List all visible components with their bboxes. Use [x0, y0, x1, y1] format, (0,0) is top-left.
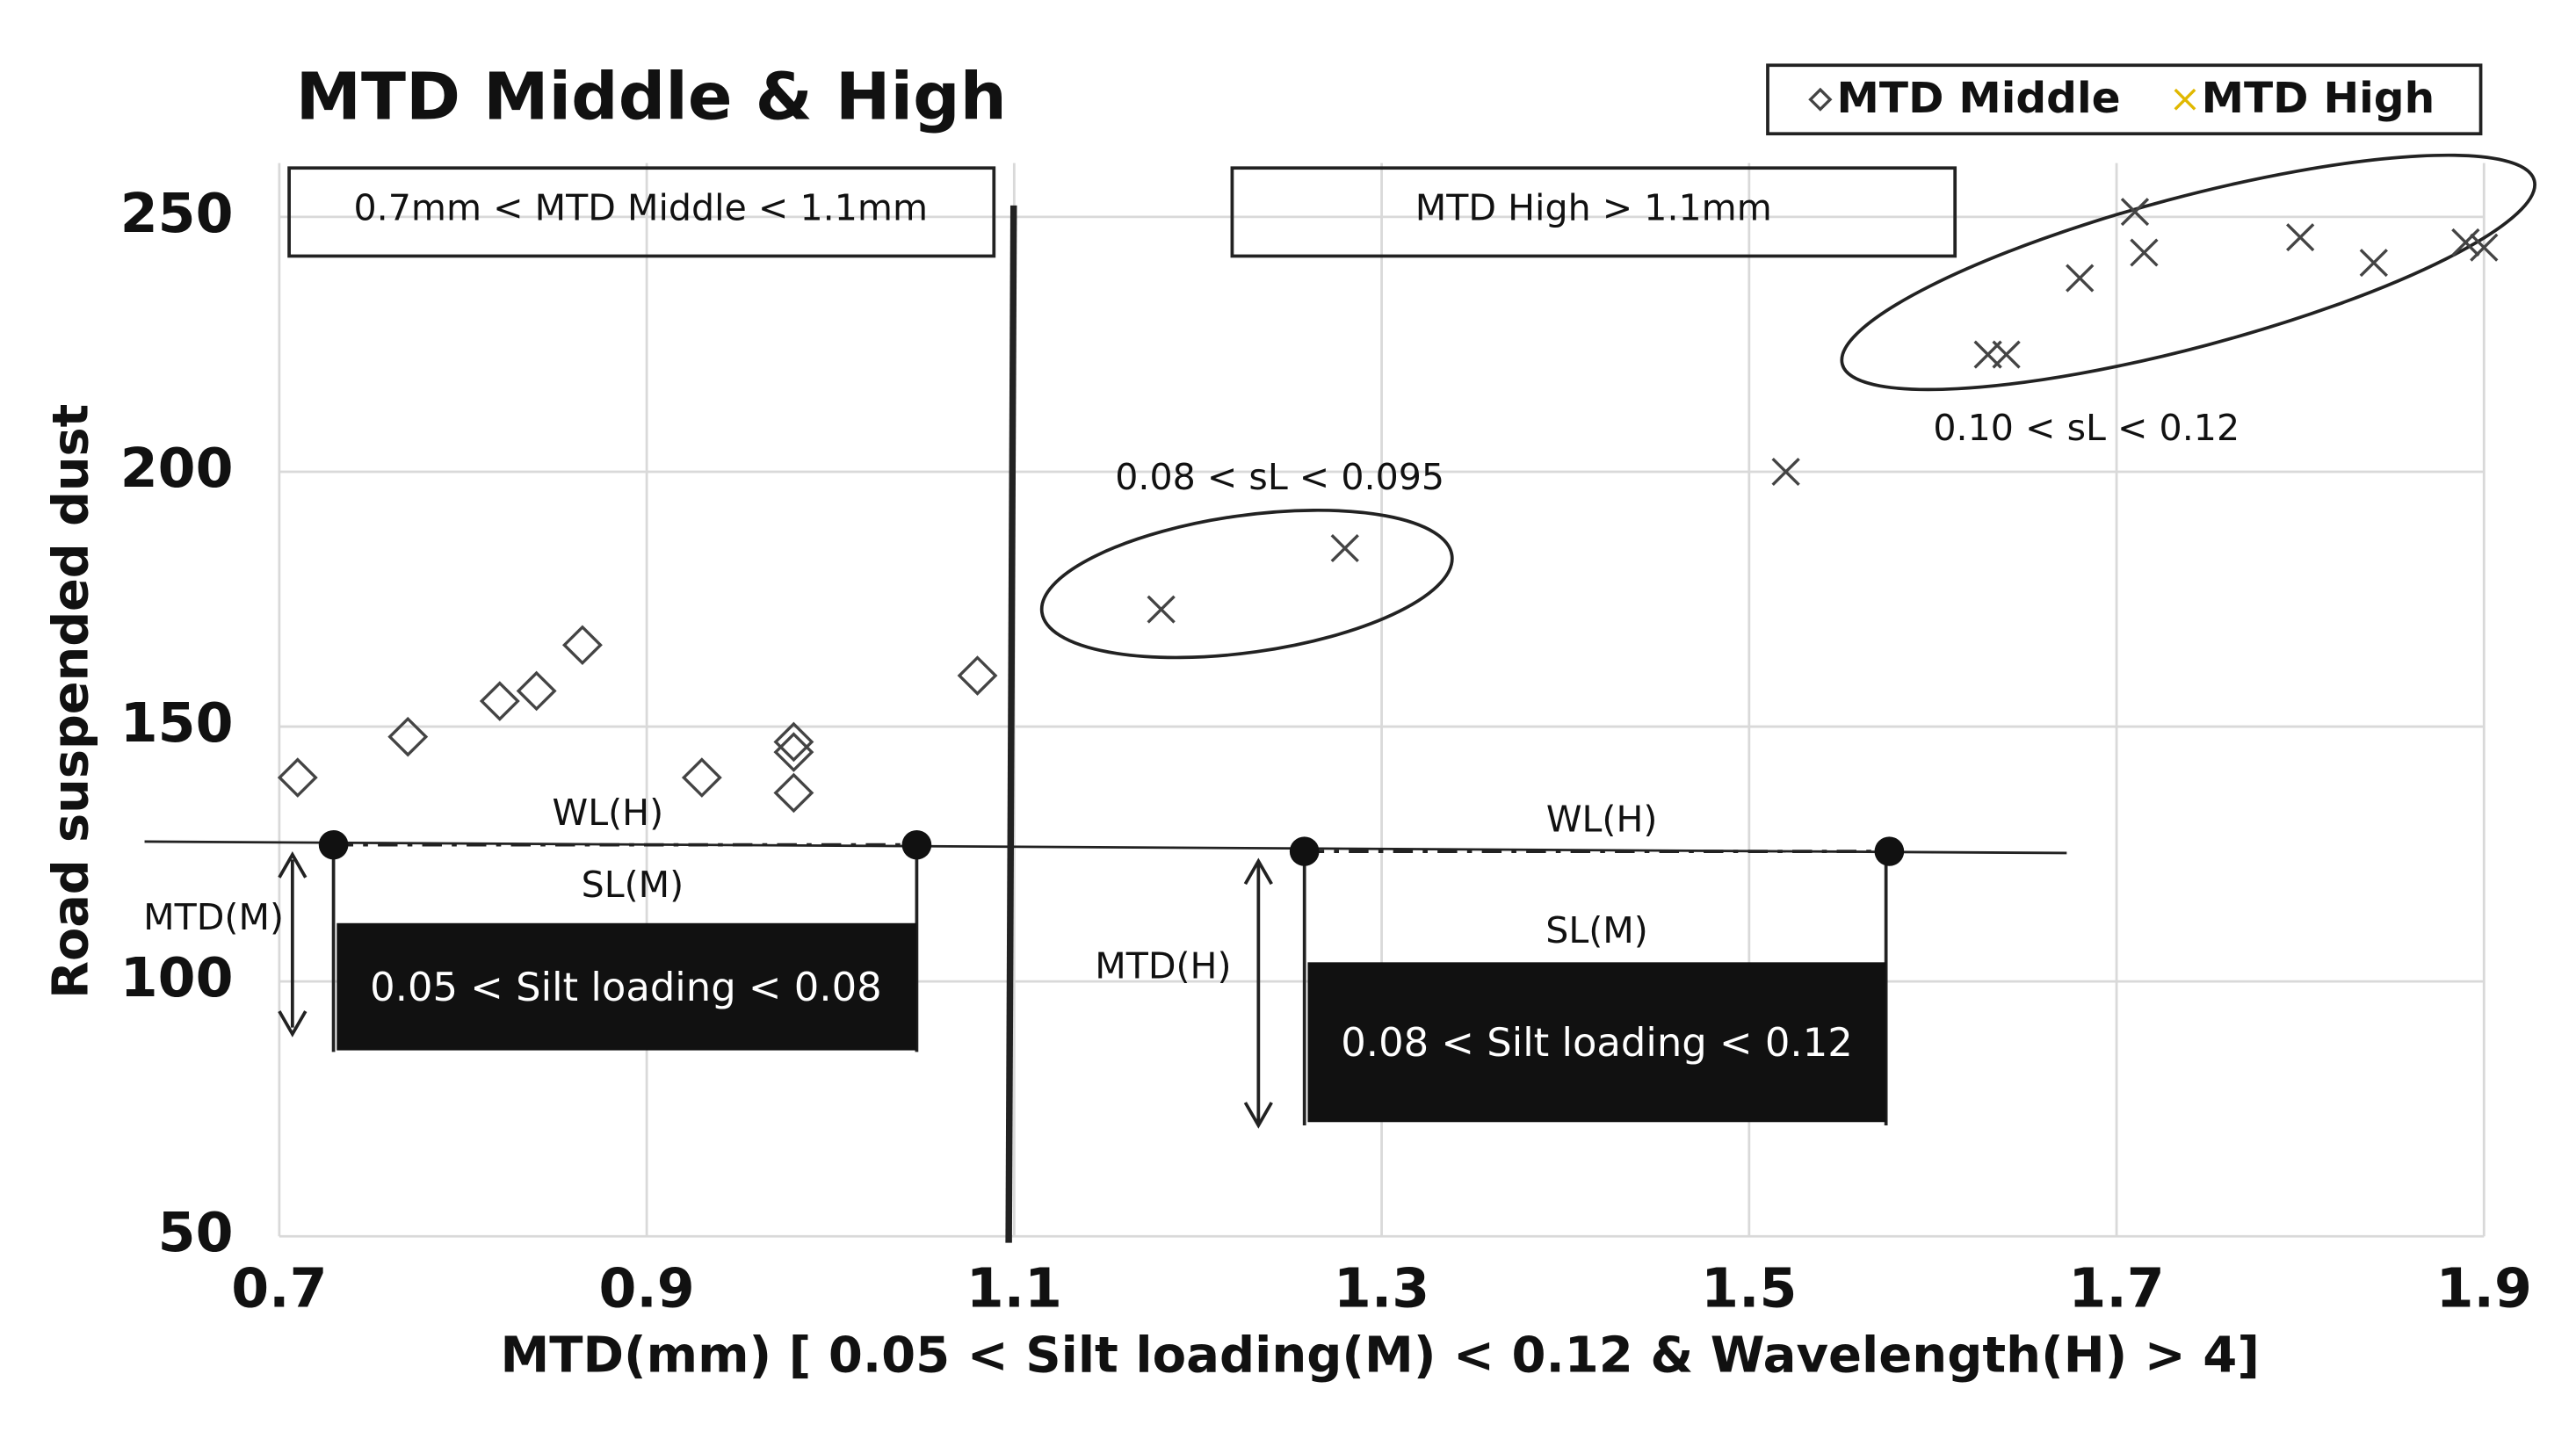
marker [773, 732, 814, 772]
x-axis-label: MTD(mm) [ 0.05 < Silt loading(M) < 0.12 … [500, 1327, 2260, 1385]
y-tick-label: 250 [120, 183, 234, 245]
marker [2451, 228, 2480, 257]
annotation: 0.08 < Silt loading < 0.12 [1341, 1019, 1853, 1066]
annotation-dots [318, 829, 1905, 1123]
annotation: SL(M) [1545, 909, 1648, 951]
marker [2470, 233, 2499, 262]
marker [516, 670, 557, 712]
marker [2359, 249, 2388, 278]
marker [957, 655, 998, 696]
marker [387, 716, 429, 757]
legend-label: MTD Middle [1837, 74, 2121, 123]
annotation: 0.7mm < MTD Middle < 1.1mm [353, 187, 928, 229]
x-tick-label: 1.1 [966, 1258, 1062, 1320]
marker [2174, 88, 2196, 111]
annotation: MTD High > 1.1mm [1415, 187, 1772, 229]
legend-label: MTD High [2202, 74, 2435, 123]
legend-box [1766, 63, 2483, 136]
annotation: SL(M) [582, 864, 684, 906]
marker [1330, 533, 1359, 563]
marker [1147, 595, 1176, 624]
annotation: MTD(H) [1095, 945, 1231, 987]
marker [1771, 457, 1800, 487]
marker [2286, 223, 2315, 252]
annotation: WL(H) [553, 792, 664, 834]
marker [2066, 264, 2095, 293]
x-tick-label: 1.3 [1334, 1258, 1429, 1320]
marker [1808, 87, 1833, 112]
annotation: MTD(M) [143, 896, 284, 938]
y-axis-label: Road suspended dust [42, 404, 99, 999]
x-tick-label: 1.7 [2068, 1258, 2164, 1320]
marker [2120, 198, 2150, 227]
marker [773, 721, 814, 763]
annotation-shapes [144, 153, 2536, 1243]
x-tick-label: 1.9 [2436, 1258, 2532, 1320]
y-tick-label: 150 [120, 692, 234, 755]
marker [2130, 238, 2159, 267]
y-tick-label: 100 [120, 947, 234, 1009]
marker [681, 757, 722, 798]
data-marks [277, 198, 2499, 814]
y-tick-label: 50 [158, 1202, 234, 1264]
annotation: 0.08 < sL < 0.095 [1115, 456, 1444, 498]
annotation: 0.05 < Silt loading < 0.08 [370, 964, 882, 1010]
annotation: 0.10 < sL < 0.12 [1933, 407, 2240, 449]
marker [479, 681, 520, 721]
legend: MTD Middle MTD High [1766, 63, 2483, 136]
x-tick-label: 0.9 [598, 1258, 694, 1320]
x-tick-label: 0.7 [231, 1258, 327, 1320]
marker [277, 757, 318, 798]
x-tick-label: 1.5 [1701, 1258, 1797, 1320]
marker [773, 772, 814, 814]
chart-title: MTD Middle & High [296, 59, 1007, 135]
marker [561, 625, 603, 666]
marker [1992, 340, 2021, 369]
y-tick-label: 200 [120, 438, 234, 500]
annotation: WL(H) [1546, 799, 1658, 841]
